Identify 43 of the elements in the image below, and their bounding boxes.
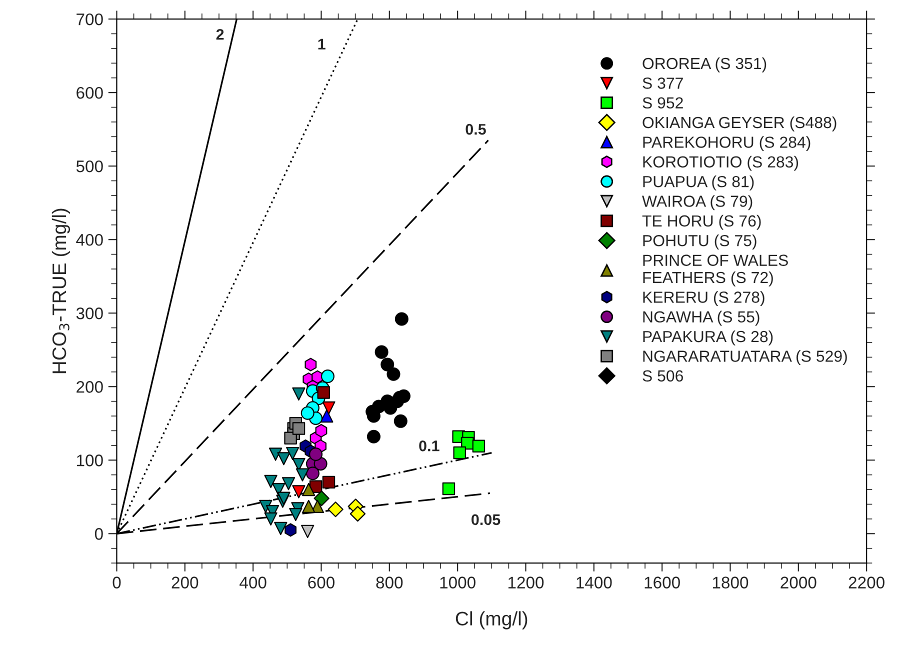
legend-label: PUAPUA (S 81): [643, 176, 754, 190]
legend-label: KOROTIOTIO (S 283): [643, 156, 798, 171]
x-tick-label: 200: [172, 576, 198, 588]
legend-label: KERERU (S 278): [643, 291, 764, 306]
x-tick-label: 400: [240, 576, 266, 588]
legend-label: TE HORU (S 76): [642, 214, 761, 230]
legend-label: S 377: [642, 78, 683, 89]
x-axis-title: Cl (mg/l): [456, 611, 528, 630]
series-label: 2: [216, 29, 224, 40]
series-label: 0.5: [466, 124, 486, 135]
legend-label: OROREA (S 351): [642, 57, 766, 72]
series-label: 0.1: [419, 440, 440, 452]
x-tick-label: 800: [376, 576, 403, 588]
y-axis-title: HCO$_{3}$-TRUE (mg/l): [52, 208, 70, 374]
legend-label: PAREKOHORU (S 284): [643, 136, 810, 152]
y-tick-label: 100: [77, 454, 103, 466]
x-tick-label: 1600: [644, 576, 680, 588]
legend-label: PRINCE OF WALES FEATHERS (S 72): [643, 254, 788, 286]
y-tick-label: 400: [76, 234, 103, 246]
x-tick-label: 1200: [508, 576, 544, 588]
legend-label: NGARARATUATARA (S 529): [643, 350, 847, 366]
legend-label: PAPAKURA (S 28): [643, 330, 773, 346]
series-label: 0.05: [472, 514, 500, 526]
series-label: 1: [318, 38, 326, 50]
y-tick-label: 0: [94, 528, 103, 540]
x-tick-label: 1000: [440, 576, 476, 588]
x-tick-label: 2200: [848, 576, 884, 588]
x-tick-label: 0: [112, 576, 121, 588]
y-tick-label: 300: [76, 308, 103, 320]
legend-label: POHUTU (S 75): [643, 234, 756, 250]
y-tick-label: 700: [76, 13, 103, 26]
legend-label: S 952: [642, 97, 683, 109]
legend-label: OKIANGA GEYSER (S488): [642, 116, 836, 132]
x-tick-label: 1800: [712, 576, 748, 588]
x-tick-label: 600: [308, 576, 334, 588]
y-tick-label: 600: [76, 86, 103, 99]
y-tick-label: 500: [76, 160, 103, 172]
legend-label: NGAWHA (S 55): [643, 310, 760, 326]
legend-label: WAIROA (S 79): [642, 195, 752, 210]
x-tick-label: 1400: [576, 576, 612, 588]
legend-label: S 506: [642, 370, 683, 382]
x-tick-label: 2000: [780, 576, 816, 588]
y-tick-label: 200: [76, 381, 103, 393]
